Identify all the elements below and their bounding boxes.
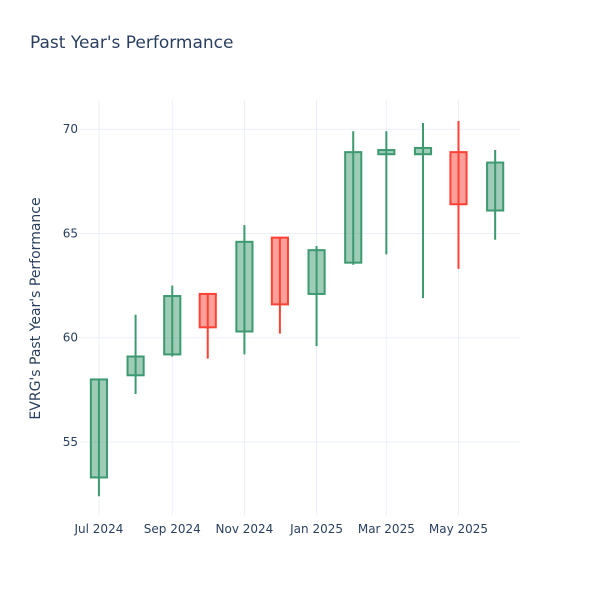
x-tick-label: Sep 2024 (144, 522, 201, 536)
candle-body (486, 161, 505, 212)
candle-body (270, 236, 289, 306)
x-tick-label: Jan 2025 (289, 522, 343, 536)
y-tick-label: 60 (63, 331, 78, 345)
candles (89, 120, 505, 497)
candle-increasing (307, 245, 326, 347)
candle-decreasing (449, 120, 468, 269)
y-axis-title: EVRG's Past Year's Performance (28, 197, 44, 419)
candle-body (307, 249, 326, 295)
candle-body (163, 295, 182, 356)
y-tick-label: 55 (63, 435, 78, 449)
chart-title: Past Year's Performance (30, 33, 234, 53)
candle-body (449, 151, 468, 206)
candle-increasing (126, 314, 145, 395)
x-tick-label: Nov 2024 (216, 522, 274, 536)
x-tick-label: May 2025 (429, 522, 488, 536)
candle-body (377, 149, 396, 156)
candle-increasing (235, 225, 254, 355)
candle-increasing (413, 122, 433, 299)
candle-body (89, 378, 108, 479)
candle-decreasing (198, 292, 217, 359)
y-axis: 55 60 65 70 (63, 122, 78, 449)
candle-body (235, 240, 254, 333)
candle-body (126, 355, 145, 377)
candle-increasing (344, 131, 363, 265)
x-tick-label: Mar 2025 (358, 522, 415, 536)
candle-body (198, 292, 217, 329)
candle-increasing (377, 131, 396, 255)
x-axis: Jul 2024 Sep 2024 Nov 2024 Jan 2025 Mar 2025… (74, 522, 489, 536)
candle-body (413, 146, 433, 156)
y-tick-label: 65 (63, 226, 78, 240)
candle-increasing (89, 378, 108, 497)
candle-body (344, 151, 363, 264)
x-tick-label: Jul 2024 (74, 522, 124, 536)
candle-increasing (486, 150, 505, 240)
candle-increasing (163, 285, 182, 357)
y-tick-label: 70 (63, 122, 78, 136)
candle-decreasing (270, 236, 289, 334)
